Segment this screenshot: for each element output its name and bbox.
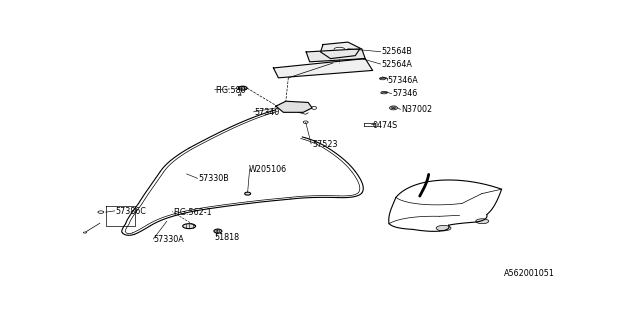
Ellipse shape bbox=[214, 229, 222, 233]
Ellipse shape bbox=[98, 211, 104, 213]
Ellipse shape bbox=[83, 232, 86, 233]
Ellipse shape bbox=[238, 94, 241, 96]
Text: 57346A: 57346A bbox=[388, 76, 419, 85]
Polygon shape bbox=[306, 49, 365, 62]
Ellipse shape bbox=[244, 192, 251, 195]
Polygon shape bbox=[276, 101, 312, 112]
Text: 52564A: 52564A bbox=[381, 60, 412, 69]
Ellipse shape bbox=[390, 106, 397, 110]
Text: 0474S: 0474S bbox=[372, 121, 398, 130]
Polygon shape bbox=[273, 59, 372, 78]
Ellipse shape bbox=[312, 107, 317, 109]
Text: 57386C: 57386C bbox=[116, 207, 147, 216]
Text: W205106: W205106 bbox=[249, 165, 287, 174]
Text: 57340: 57340 bbox=[255, 108, 280, 117]
Text: 57346: 57346 bbox=[392, 89, 418, 98]
Ellipse shape bbox=[476, 219, 489, 224]
Polygon shape bbox=[321, 42, 360, 59]
Ellipse shape bbox=[303, 121, 308, 124]
Text: 57523: 57523 bbox=[312, 140, 338, 149]
Text: 52564B: 52564B bbox=[381, 47, 412, 56]
Text: FIG.562-1: FIG.562-1 bbox=[173, 208, 212, 217]
Text: A562001051: A562001051 bbox=[504, 269, 555, 278]
Ellipse shape bbox=[392, 107, 396, 109]
Ellipse shape bbox=[380, 77, 385, 80]
Ellipse shape bbox=[238, 86, 247, 90]
Ellipse shape bbox=[334, 47, 345, 52]
Ellipse shape bbox=[241, 87, 245, 89]
Ellipse shape bbox=[216, 230, 220, 232]
Text: N37002: N37002 bbox=[401, 105, 433, 114]
Ellipse shape bbox=[182, 224, 196, 228]
Text: FIG.580: FIG.580 bbox=[215, 86, 246, 95]
Ellipse shape bbox=[381, 92, 387, 94]
Text: 57330A: 57330A bbox=[154, 236, 184, 244]
Text: 57330B: 57330B bbox=[198, 174, 228, 183]
Ellipse shape bbox=[436, 225, 451, 231]
Text: 51818: 51818 bbox=[214, 233, 239, 242]
